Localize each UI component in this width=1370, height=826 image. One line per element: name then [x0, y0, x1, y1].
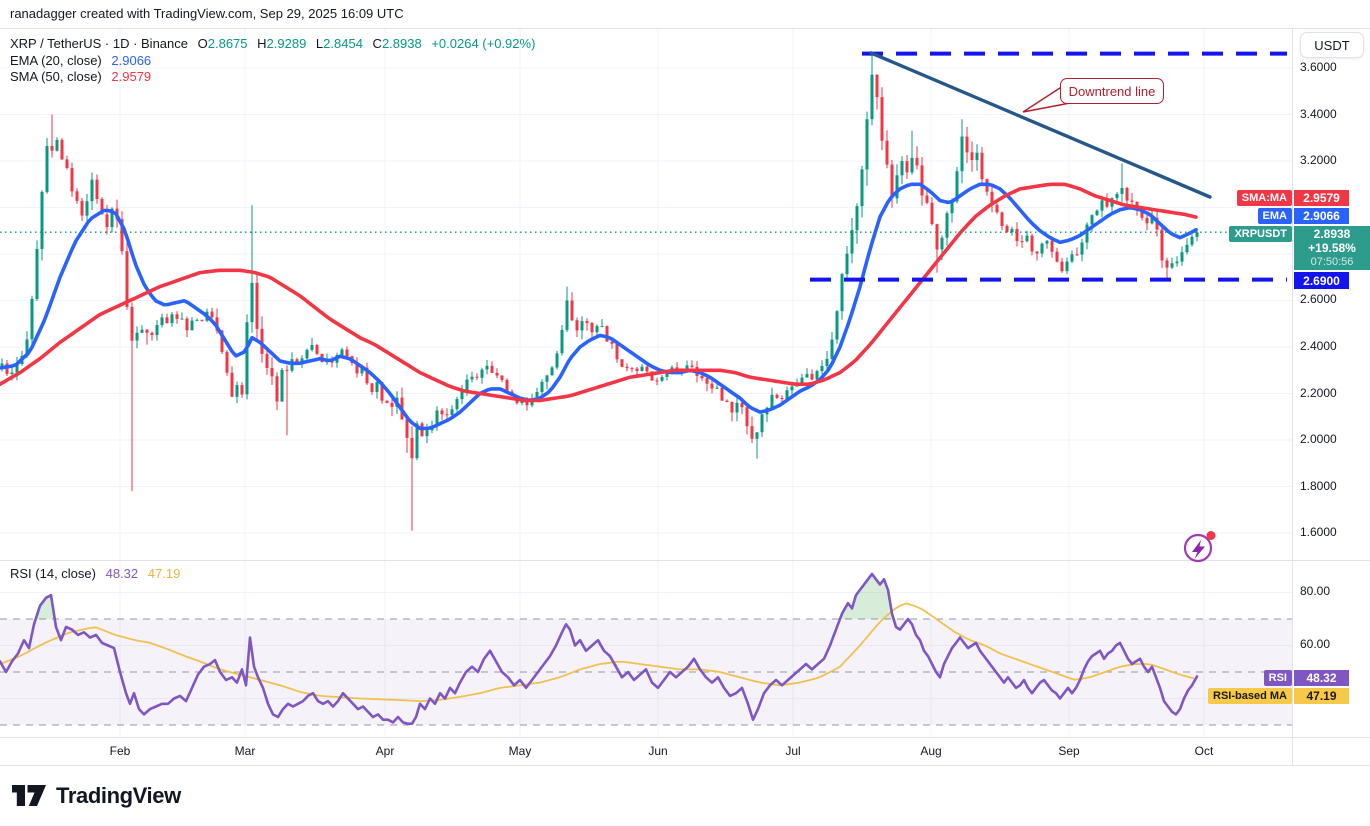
ohlc-open-label: O — [197, 36, 208, 51]
rsi-legend-value: 48.32 — [105, 566, 139, 581]
price-axis-label: 3.2000 — [1300, 153, 1337, 167]
time-axis-label: Jul — [785, 744, 801, 758]
price-axis-label: 3.4000 — [1300, 107, 1337, 121]
symbol-legend[interactable]: XRP / TetherUS · 1D · Binance O2.8675 H2… — [10, 36, 535, 51]
price-axis-label: 2.4000 — [1300, 339, 1337, 353]
ema-legend-label: EMA (20, close) — [10, 53, 102, 68]
time-axis-label: Mar — [234, 744, 256, 758]
time-axis-label: Oct — [1194, 744, 1214, 758]
ohlc-low-label: L — [315, 36, 324, 51]
price-axis-label: 1.6000 — [1300, 525, 1337, 539]
support-level-value: 2.6900 — [1294, 272, 1349, 289]
time-axis-label: Aug — [920, 744, 942, 758]
symbol-price-tag: XRPUSDT — [1229, 226, 1292, 242]
sma-legend[interactable]: SMA (50, close) 2.9579 — [10, 69, 151, 84]
flash-icon[interactable] — [1181, 529, 1217, 565]
ema-price-tag: EMA — [1257, 208, 1292, 224]
last-price-change: +19.58% — [1308, 241, 1356, 255]
ohlc-close-label: C — [372, 36, 382, 51]
time-axis-label: Feb — [109, 744, 131, 758]
rsi-ma-legend-value: 47.19 — [147, 566, 181, 581]
symbol-title: XRP / TetherUS · 1D · Binance — [10, 36, 188, 51]
rsi-ma-tag: RSI-based MA — [1208, 688, 1292, 704]
time-axis-label: Sep — [1058, 744, 1080, 758]
time-axis-label: Apr — [375, 744, 395, 758]
currency-toggle-button[interactable]: USDT — [1300, 32, 1364, 58]
sma-price-tag: SMA:MA — [1236, 190, 1292, 206]
sma-legend-value: 2.9579 — [111, 69, 152, 84]
ohlc-high-value: 2.9289 — [266, 36, 307, 51]
price-axis-label: 2.2000 — [1300, 386, 1337, 400]
ohlc-close-value: 2.8938 — [381, 36, 422, 51]
rsi-axis-label: 60.00 — [1300, 637, 1331, 651]
time-axis-label: May — [508, 744, 532, 758]
last-price-value: 2.8938 — [1313, 227, 1351, 241]
attribution-text: ranadagger created with TradingView.com,… — [10, 6, 404, 21]
tradingview-logo[interactable]: TradingView — [12, 782, 181, 810]
rsi-ma-value-box: 47.19 — [1294, 688, 1349, 704]
rsi-legend[interactable]: RSI (14, close) 48.32 47.19 — [10, 566, 180, 581]
rsi-value-box: 48.32 — [1294, 670, 1349, 686]
price-axis-label: 3.6000 — [1300, 60, 1337, 74]
rsi-legend-label: RSI (14, close) — [10, 566, 96, 581]
ohlc-open-value: 2.8675 — [207, 36, 248, 51]
downtrend-callout[interactable]: Downtrend line — [1060, 78, 1164, 104]
price-axis-label: 2.6000 — [1300, 292, 1337, 306]
ohlc-low-value: 2.8454 — [323, 36, 363, 51]
price-axis-label: 1.8000 — [1300, 479, 1337, 493]
ohlc-high-label: H — [257, 36, 267, 51]
tradingview-logo-text: TradingView — [56, 783, 181, 808]
time-axis-label: Jun — [648, 744, 668, 758]
tradingview-logo-icon — [12, 785, 46, 806]
sma-price-value: 2.9579 — [1294, 190, 1349, 206]
notification-dot — [1206, 531, 1216, 540]
sma-legend-label: SMA (50, close) — [10, 69, 102, 84]
last-price-box: 2.8938 +19.58% 07:50:56 — [1294, 226, 1370, 270]
rsi-tag: RSI — [1263, 670, 1292, 686]
change-value: +0.0264 (+0.92%) — [431, 36, 536, 51]
ema-legend-value: 2.9066 — [111, 53, 152, 68]
ema-legend[interactable]: EMA (20, close) 2.9066 — [10, 53, 151, 68]
bar-countdown: 07:50:56 — [1310, 256, 1354, 268]
ema-price-value: 2.9066 — [1294, 208, 1349, 224]
rsi-axis-label: 80.00 — [1300, 584, 1331, 598]
lightning-bolt-icon — [1192, 540, 1205, 559]
price-axis-label: 2.0000 — [1300, 432, 1337, 446]
